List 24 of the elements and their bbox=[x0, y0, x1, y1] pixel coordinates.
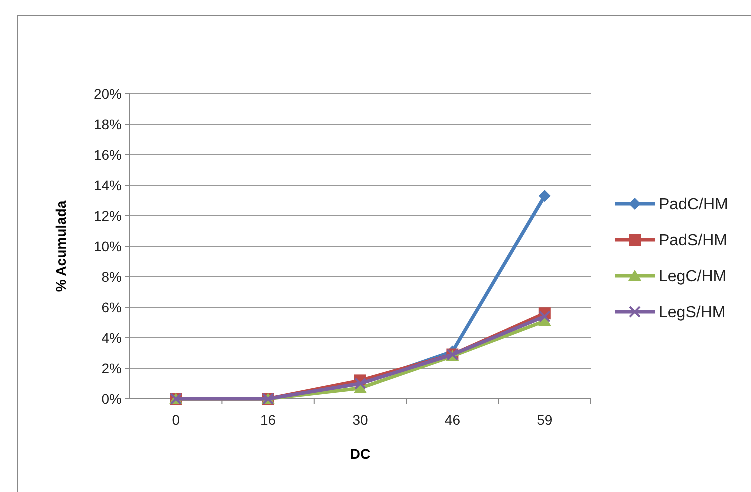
y-tick-label: 0% bbox=[102, 390, 122, 407]
x-tick-label: 30 bbox=[352, 412, 368, 428]
legend-label: LegC/HM bbox=[659, 268, 727, 286]
x-axis-title: DC bbox=[350, 446, 371, 462]
y-tick-label: 12% bbox=[94, 208, 122, 224]
y-tick-label: 20% bbox=[94, 86, 122, 102]
y-tick-label: 2% bbox=[102, 360, 122, 376]
legend-label: PadS/HM bbox=[659, 232, 728, 250]
y-tick-label: 6% bbox=[102, 299, 122, 316]
legend-label: PadC/HM bbox=[659, 196, 728, 214]
point bbox=[538, 190, 551, 202]
y-tick-label: 16% bbox=[94, 146, 122, 163]
point bbox=[538, 310, 551, 323]
x-tick-label: 59 bbox=[537, 412, 553, 428]
x-tick-label: 46 bbox=[444, 412, 461, 428]
legend-label: LegS/HM bbox=[659, 304, 726, 322]
x-tick-label: 16 bbox=[260, 412, 276, 428]
y-tick-label: 18% bbox=[94, 116, 122, 132]
y-tick-label: 14% bbox=[94, 177, 122, 194]
y-tick-label: 10% bbox=[94, 238, 122, 254]
y-axis-title: % Acumulada bbox=[53, 200, 69, 292]
y-tick-label: 4% bbox=[102, 330, 122, 346]
y-tick-label: 8% bbox=[102, 268, 122, 285]
x-tick-label: 0 bbox=[172, 412, 180, 428]
